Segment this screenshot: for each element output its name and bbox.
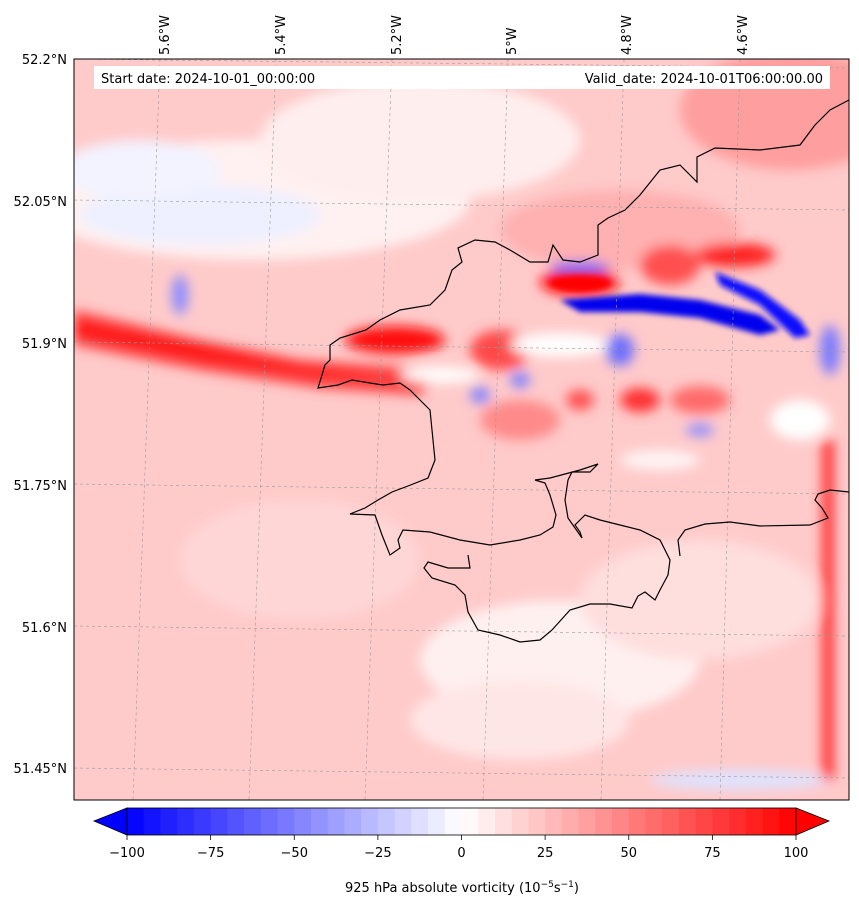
colorbar-bin bbox=[645, 808, 663, 835]
vorticity-strong bbox=[550, 272, 810, 338]
colorbar-extend-low bbox=[92, 807, 128, 836]
colorbar-bin bbox=[494, 808, 513, 835]
lon-label: 5.6°W bbox=[158, 15, 173, 55]
colorbar-bin bbox=[361, 808, 379, 835]
valid-date-label: Valid_date: 2024-10-01T06:00:00.00 bbox=[585, 72, 823, 87]
colorbar-bin bbox=[678, 808, 697, 835]
colorbar-bin bbox=[310, 808, 329, 835]
lat-label: 51.9°N bbox=[22, 337, 67, 352]
colorbar-bin bbox=[210, 808, 228, 835]
longitude-labels: 5.6°W 5.4°W 5.2°W 5°W 4.8°W 4.6°W bbox=[158, 15, 751, 55]
colorbar-bin bbox=[327, 808, 346, 835]
colorbar-tick-label: −50 bbox=[281, 846, 308, 861]
coastline bbox=[317, 99, 849, 643]
lat-label: 51.6°N bbox=[22, 621, 67, 636]
colorbar-bins bbox=[127, 808, 797, 835]
lon-label: 4.8°W bbox=[620, 15, 635, 55]
colorbar-bin bbox=[411, 808, 429, 835]
colorbar-bin bbox=[662, 808, 680, 835]
colorbar-bin bbox=[143, 808, 162, 835]
lat-label: 52.2°N bbox=[22, 53, 67, 68]
colorbar-bin bbox=[227, 808, 245, 835]
colorbar-bin bbox=[779, 808, 797, 835]
colorbar-bin bbox=[712, 808, 730, 835]
colorbar-bin bbox=[561, 808, 580, 835]
lat-label: 52.05°N bbox=[14, 195, 67, 210]
colorbar-tick-label: 0 bbox=[457, 846, 465, 861]
lat-label: 51.75°N bbox=[14, 479, 67, 494]
colorbar-bin bbox=[528, 808, 546, 835]
colorbar-bin bbox=[545, 808, 563, 835]
colorbar-bin bbox=[612, 808, 630, 835]
colorbar-bin bbox=[260, 808, 279, 835]
colorbar-bin bbox=[695, 808, 713, 835]
lat-label: 51.45°N bbox=[14, 762, 67, 777]
colorbar-bin bbox=[578, 808, 596, 835]
colorbar-tick-label: 100 bbox=[784, 846, 809, 861]
colorbar-bin bbox=[394, 808, 412, 835]
start-date-label: Start date: 2024-10-01_00:00:00 bbox=[101, 72, 315, 87]
colorbar-bin bbox=[511, 808, 530, 835]
colorbar-bin bbox=[745, 808, 764, 835]
colorbar-bin bbox=[160, 808, 178, 835]
colorbar-tick-label: 50 bbox=[620, 846, 637, 861]
colorbar-ticks: −100 −75 −50 −25 0 25 50 75 100 bbox=[109, 835, 808, 861]
colorbar: −100 −75 −50 −25 0 25 50 75 100 925 hPa absolute… bbox=[92, 807, 831, 896]
info-box bbox=[94, 66, 830, 89]
vorticity-field bbox=[74, 59, 849, 790]
colorbar-bin bbox=[244, 808, 262, 835]
colorbar-bin bbox=[344, 808, 362, 835]
colorbar-tick-label: −75 bbox=[197, 846, 224, 861]
colorbar-bin bbox=[428, 808, 446, 835]
lon-label: 5°W bbox=[505, 27, 520, 55]
map-panel: Start date: 2024-10-01_00:00:00 Valid_da… bbox=[74, 59, 849, 800]
colorbar-bin bbox=[127, 808, 145, 835]
lon-label: 4.6°W bbox=[736, 15, 751, 55]
colorbar-bin bbox=[294, 808, 312, 835]
colorbar-bin bbox=[444, 808, 463, 835]
colorbar-bin bbox=[377, 808, 396, 835]
colorbar-tick-label: 75 bbox=[704, 846, 721, 861]
colorbar-bin bbox=[762, 808, 780, 835]
map-frame bbox=[73, 58, 850, 801]
colorbar-bin bbox=[277, 808, 295, 835]
colorbar-bin bbox=[595, 808, 613, 835]
colorbar-bin bbox=[628, 808, 647, 835]
colorbar-bin bbox=[729, 808, 747, 835]
colorbar-bin bbox=[461, 808, 479, 835]
colorbar-tick-label: −100 bbox=[109, 846, 145, 861]
colorbar-bin bbox=[478, 808, 496, 835]
colorbar-bin bbox=[177, 808, 195, 835]
colorbar-extend-high bbox=[795, 807, 831, 836]
colorbar-bin bbox=[193, 808, 212, 835]
lon-label: 5.2°W bbox=[390, 15, 405, 55]
colorbar-tick-label: 25 bbox=[537, 846, 554, 861]
lon-label: 5.4°W bbox=[274, 15, 289, 55]
colorbar-label: 925 hPa absolute vorticity (10−5s−1) bbox=[345, 880, 579, 896]
latitude-labels: 52.2°N 52.05°N 51.9°N 51.75°N 51.6°N 51.… bbox=[14, 53, 67, 777]
colorbar-tick-label: −25 bbox=[364, 846, 391, 861]
